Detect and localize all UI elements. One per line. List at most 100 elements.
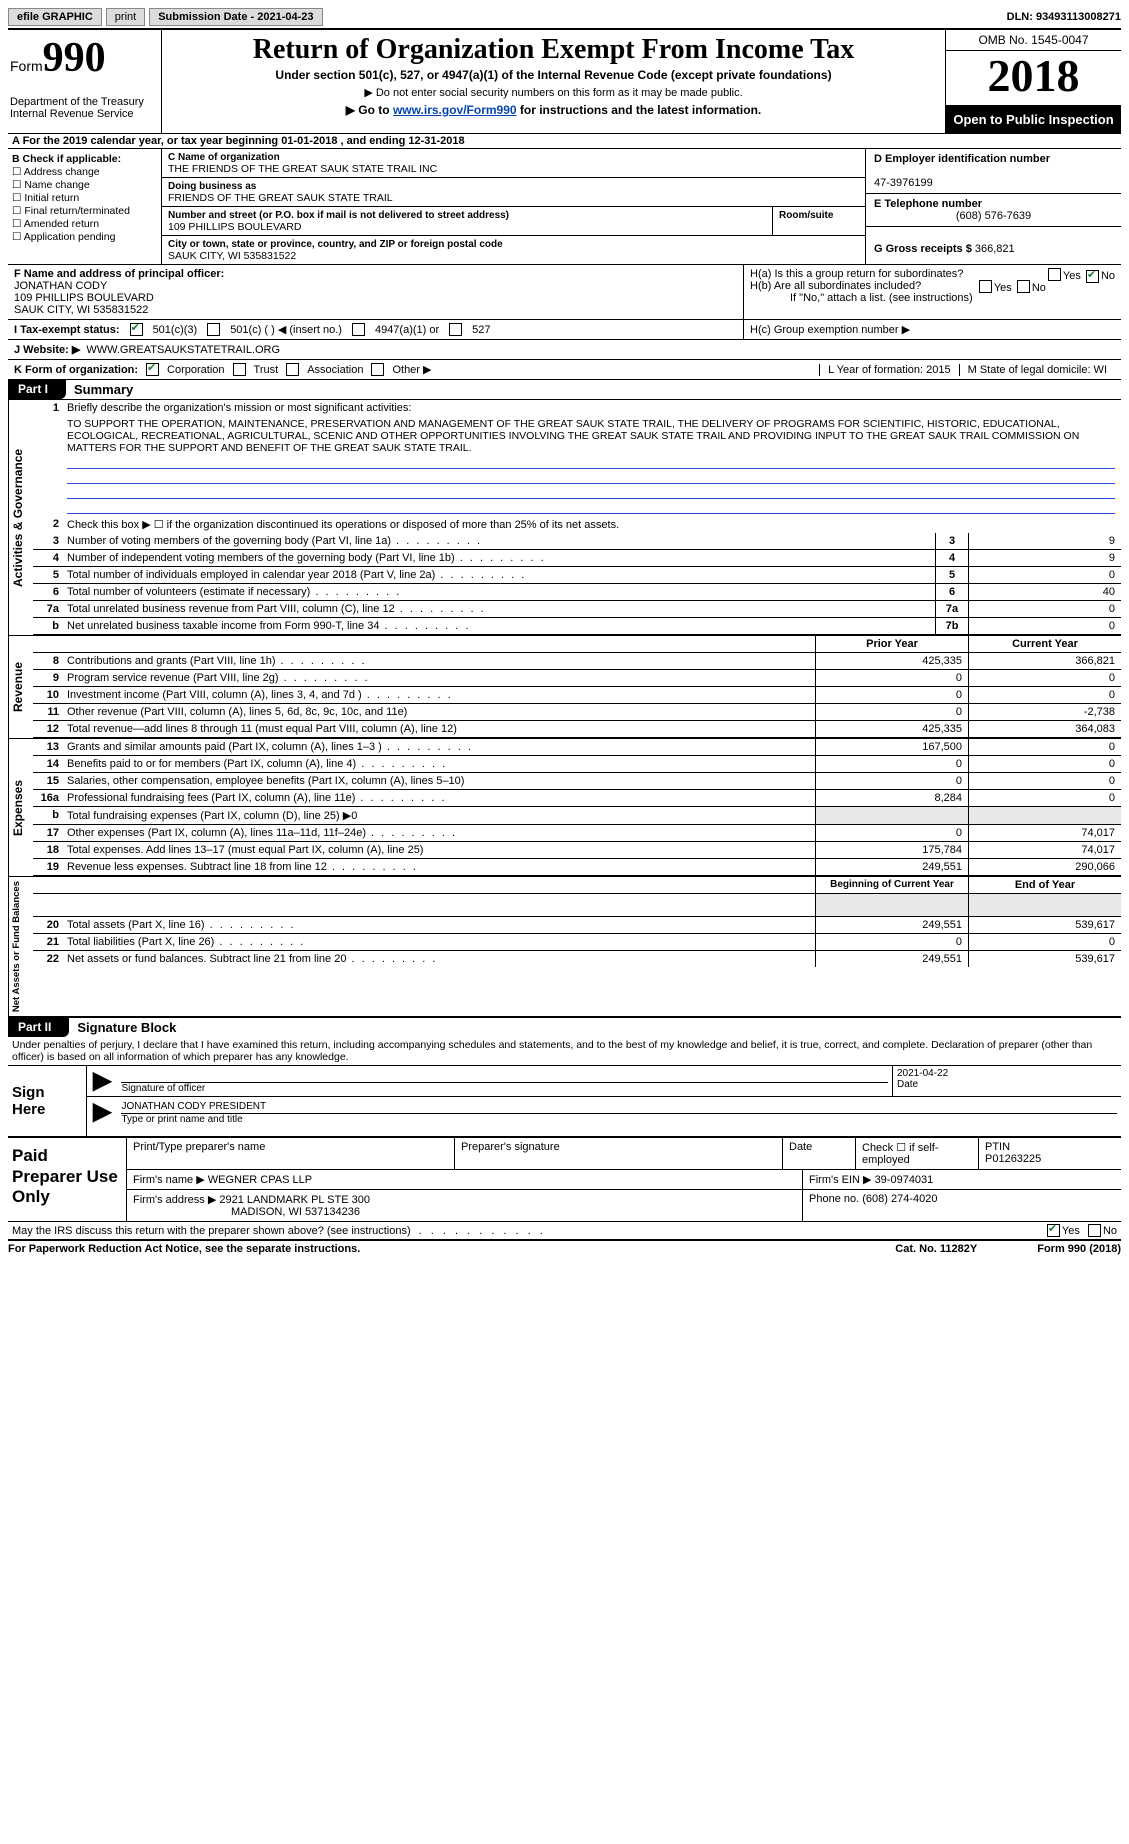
side-label-governance: Activities & Governance: [8, 400, 33, 635]
chk-527[interactable]: [449, 323, 462, 336]
paid-preparer-label: Paid Preparer Use Only: [8, 1138, 127, 1221]
form-footer: Form 990 (2018): [1037, 1243, 1121, 1255]
phone-value: (608) 576-7639: [874, 210, 1113, 222]
subtitle-3: ▶ Go to www.irs.gov/Form990 for instruct…: [168, 103, 939, 117]
line9-prior: 0: [815, 670, 968, 686]
col-b-checkboxes: B Check if applicable: ☐ Address change …: [8, 149, 162, 264]
chk-application-pending[interactable]: ☐ Application pending: [12, 231, 157, 243]
line8-desc: Contributions and grants (Part VIII, lin…: [63, 653, 815, 669]
line13-curr: 0: [968, 739, 1121, 755]
line20-desc: Total assets (Part X, line 16): [63, 917, 815, 933]
line14-desc: Benefits paid to or for members (Part IX…: [63, 756, 815, 772]
part2-tab: Part II: [8, 1018, 69, 1037]
irs-discuss-question: May the IRS discuss this return with the…: [12, 1225, 411, 1237]
line11-desc: Other revenue (Part VIII, column (A), li…: [63, 704, 815, 720]
ha-no[interactable]: [1086, 270, 1099, 283]
line16b-desc: Total fundraising expenses (Part IX, col…: [63, 807, 815, 824]
form-header: Form990 Department of the Treasury Inter…: [8, 28, 1121, 134]
chk-501c3[interactable]: [130, 323, 143, 336]
chk-initial-return[interactable]: ☐ Initial return: [12, 192, 157, 204]
line16a-desc: Professional fundraising fees (Part IX, …: [63, 790, 815, 806]
sign-arrow-icon: ▶: [87, 1066, 117, 1096]
city-state-zip: SAUK CITY, WI 535831522: [168, 250, 296, 262]
side-label-expenses: Expenses: [8, 739, 33, 876]
chk-4947[interactable]: [352, 323, 365, 336]
line10-curr: 0: [968, 687, 1121, 703]
firm-ein-value: 39-0974031: [875, 1174, 934, 1186]
line21-desc: Total liabilities (Part X, line 26): [63, 934, 815, 950]
part2-title: Signature Block: [69, 1018, 184, 1037]
firm-address-label: Firm's address ▶: [133, 1194, 216, 1206]
hb-yes[interactable]: [979, 280, 992, 293]
website-label: J Website: ▶: [14, 343, 80, 356]
line12-curr: 364,083: [968, 721, 1121, 737]
line4-desc: Number of independent voting members of …: [63, 550, 935, 566]
ein-value: 47-3976199: [874, 177, 933, 189]
irs-link[interactable]: www.irs.gov/Form990: [393, 103, 517, 117]
line20-beg: 249,551: [815, 917, 968, 933]
col-b-header: B Check if applicable:: [12, 153, 157, 165]
line10-desc: Investment income (Part VIII, column (A)…: [63, 687, 815, 703]
officer-signature-line[interactable]: [121, 1068, 888, 1083]
year-of-formation: L Year of formation: 2015: [819, 364, 959, 376]
line22-beg: 249,551: [815, 951, 968, 967]
chk-name-change[interactable]: ☐ Name change: [12, 179, 157, 191]
line21-beg: 0: [815, 934, 968, 950]
print-button[interactable]: print: [106, 8, 145, 26]
line21-end: 0: [968, 934, 1121, 950]
line10-prior: 0: [815, 687, 968, 703]
ein-label: D Employer identification number: [874, 153, 1050, 165]
chk-trust[interactable]: [233, 363, 246, 376]
line15-prior: 0: [815, 773, 968, 789]
tax-exempt-label: I Tax-exempt status:: [14, 324, 120, 336]
firm-ein-label: Firm's EIN ▶: [809, 1174, 872, 1186]
chk-501c[interactable]: [207, 323, 220, 336]
efile-button[interactable]: efile GRAPHIC: [8, 8, 102, 26]
ptin-value: P01263225: [985, 1153, 1041, 1165]
line19-curr: 290,066: [968, 859, 1121, 875]
dln-label: DLN: 93493113008271: [1007, 11, 1121, 23]
officer-printed-name: JONATHAN CODY PRESIDENT: [121, 1101, 266, 1112]
officer-addr1: 109 PHILLIPS BOULEVARD: [14, 292, 154, 304]
line7b-desc: Net unrelated business taxable income fr…: [63, 618, 935, 634]
chk-association[interactable]: [286, 363, 299, 376]
form-of-org-label: K Form of organization:: [14, 364, 138, 376]
row-a-period: A For the 2019 calendar year, or tax yea…: [8, 134, 1121, 149]
chk-amended-return[interactable]: ☐ Amended return: [12, 218, 157, 230]
firm-address-value: 2921 LANDMARK PL STE 300: [219, 1194, 370, 1206]
org-name-label: C Name of organization: [168, 152, 280, 163]
line3-val: 9: [968, 533, 1121, 549]
line13-desc: Grants and similar amounts paid (Part IX…: [63, 739, 815, 755]
form-word: Form: [10, 58, 43, 74]
chk-final-return[interactable]: ☐ Final return/terminated: [12, 205, 157, 217]
name-arrow-icon: ▶: [87, 1097, 117, 1127]
irs-discuss-yes[interactable]: [1047, 1224, 1060, 1237]
identity-block: B Check if applicable: ☐ Address change …: [8, 149, 1121, 265]
ha-yes[interactable]: [1048, 268, 1061, 281]
line7a-val: 0: [968, 601, 1121, 617]
chk-other[interactable]: [371, 363, 384, 376]
line6-desc: Total number of volunteers (estimate if …: [63, 584, 935, 600]
irs-discuss-no[interactable]: [1088, 1224, 1101, 1237]
firm-name-value: WEGNER CPAS LLP: [208, 1174, 312, 1186]
line5-val: 0: [968, 567, 1121, 583]
line12-desc: Total revenue—add lines 8 through 11 (mu…: [63, 721, 815, 737]
officer-label: F Name and address of principal officer:: [14, 268, 224, 280]
officer-name-label: Type or print name and title: [121, 1114, 242, 1125]
line3-desc: Number of voting members of the governin…: [63, 533, 935, 549]
line18-curr: 74,017: [968, 842, 1121, 858]
hc-label: H(c) Group exemption number ▶: [750, 324, 910, 336]
self-employed-check[interactable]: Check ☐ if self-employed: [862, 1142, 939, 1166]
line8-curr: 366,821: [968, 653, 1121, 669]
tax-year: 2018: [946, 51, 1121, 106]
phone-label: E Telephone number: [874, 198, 982, 210]
chk-corporation[interactable]: [146, 363, 159, 376]
col-prior-year: Prior Year: [815, 636, 968, 652]
catalog-number: Cat. No. 11282Y: [895, 1243, 977, 1255]
line18-prior: 175,784: [815, 842, 968, 858]
chk-address-change[interactable]: ☐ Address change: [12, 166, 157, 178]
officer-name: JONATHAN CODY: [14, 280, 107, 292]
ptin-label: PTIN: [985, 1141, 1010, 1153]
hb-no[interactable]: [1017, 280, 1030, 293]
line17-curr: 74,017: [968, 825, 1121, 841]
